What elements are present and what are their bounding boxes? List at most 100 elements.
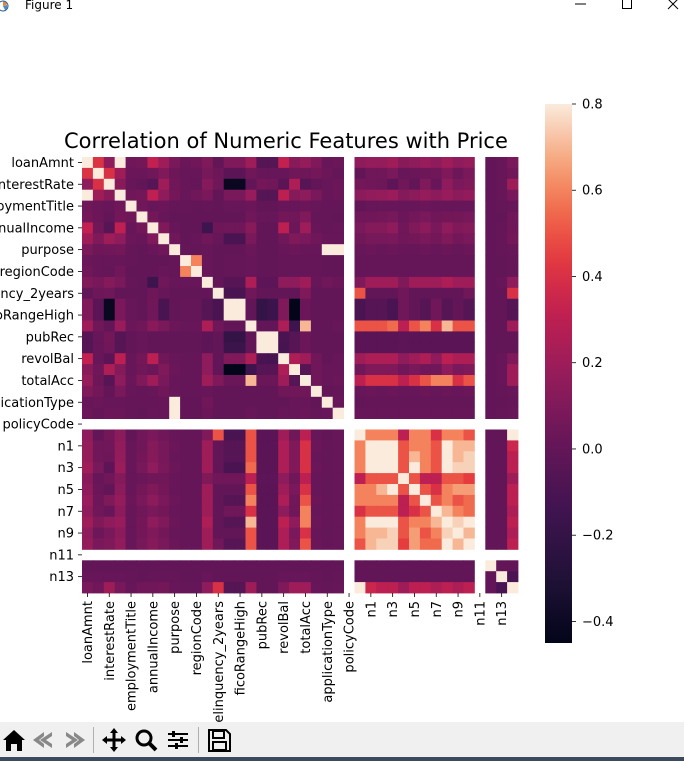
heatmap-cell: [245, 342, 257, 354]
pan-icon: [102, 728, 126, 752]
forward-icon: [66, 732, 85, 748]
heatmap-cell: [310, 451, 323, 463]
heatmap-cell: [452, 276, 464, 289]
configure-subplots-button[interactable]: [164, 725, 192, 755]
heatmap-cell: [103, 516, 116, 528]
heatmap-cell: [158, 298, 170, 310]
heatmap-cell: [332, 178, 344, 191]
y-tick-label: loanAmnt: [11, 156, 74, 171]
heatmap-cell: [125, 178, 137, 191]
heatmap-cell: [310, 364, 323, 376]
zoom-button[interactable]: [132, 725, 160, 755]
heatmap-cell: [485, 287, 497, 300]
heatmap-cell: [387, 298, 399, 310]
heatmap-cell: [191, 494, 203, 507]
heatmap-cell: [180, 222, 192, 234]
heatmap-cell: [321, 538, 334, 550]
heatmap-cell: [223, 451, 235, 463]
forward-button[interactable]: [60, 725, 88, 755]
heatmap-cell: [452, 342, 464, 354]
back-button[interactable]: [30, 725, 58, 755]
heatmap-cell: [278, 407, 290, 419]
heatmap-cell: [125, 571, 137, 583]
minimize-button[interactable]: [565, 0, 595, 14]
heatmap-cell: [387, 484, 399, 496]
heatmap-cell: [267, 407, 279, 419]
heatmap-cell: [441, 233, 453, 245]
heatmap-cell: [180, 342, 192, 354]
heatmap-cell: [365, 353, 377, 365]
heatmap-cell: [180, 560, 192, 572]
heatmap-cell: [180, 527, 192, 539]
save-button[interactable]: [205, 725, 233, 755]
heatmap-cell: [245, 222, 257, 234]
heatmap-cell: [463, 429, 475, 441]
heatmap-cell: [387, 178, 399, 191]
heatmap-cell: [365, 560, 377, 572]
heatmap-cell: [245, 200, 257, 212]
heatmap-cell: [212, 266, 225, 278]
y-tick-label: n3: [57, 461, 74, 476]
heatmap-cell: [507, 287, 519, 300]
heatmap-cell: [147, 233, 159, 245]
heatmap-cell: [256, 582, 268, 594]
window-titlebar: Figure 1: [0, 0, 684, 14]
maximize-button[interactable]: [612, 0, 642, 14]
heatmap-cell: [180, 516, 192, 528]
heatmap-cell: [180, 189, 192, 201]
heatmap-cell: [82, 309, 94, 321]
heatmap-cell: [256, 200, 268, 212]
heatmap-cell: [354, 462, 366, 474]
x-tick-label: applicationType: [321, 601, 336, 703]
heatmap-cell: [267, 189, 279, 201]
heatmap-cell: [223, 364, 235, 376]
heatmap-cell: [256, 353, 268, 365]
heatmap-cell: [136, 266, 148, 278]
heatmap-cell: [365, 298, 377, 310]
heatmap-cell: [114, 189, 126, 201]
heatmap-cell: [223, 407, 235, 419]
heatmap-cell: [267, 571, 279, 583]
heatmap-cell: [212, 429, 225, 441]
heatmap-cell: [180, 462, 192, 474]
heatmap-cell: [147, 266, 159, 278]
heatmap-cell: [376, 320, 388, 332]
heatmap-cell: [463, 440, 475, 452]
heatmap-cell: [223, 222, 235, 234]
heatmap-cell: [223, 276, 235, 289]
heatmap-cell: [92, 505, 105, 518]
heatmap-cell: [321, 189, 334, 201]
heatmap-cell: [212, 505, 225, 518]
heatmap-cell: [223, 527, 235, 539]
heatmap-cell: [496, 473, 508, 485]
heatmap-cell: [212, 385, 225, 398]
pan-button[interactable]: [100, 725, 128, 755]
heatmap-cell: [354, 582, 366, 594]
heatmap-cell: [452, 211, 464, 223]
heatmap-cell: [180, 211, 192, 223]
heatmap-cell: [289, 516, 301, 528]
heatmap-cell: [289, 276, 301, 289]
heatmap-cell: [278, 211, 290, 223]
heatmap-cell: [234, 222, 246, 234]
close-button[interactable]: [658, 0, 684, 14]
heatmap-cell: [169, 309, 181, 321]
heatmap-cell: [223, 505, 235, 518]
heatmap-cell: [92, 375, 105, 387]
heatmap-cell: [376, 396, 388, 409]
heatmap-cell: [180, 276, 192, 289]
heatmap-cell: [147, 440, 159, 452]
heatmap-cell: [409, 462, 421, 474]
heatmap-cell: [354, 494, 366, 507]
heatmap-cell: [485, 233, 497, 245]
home-button[interactable]: [0, 725, 28, 755]
heatmap-cell: [365, 189, 377, 201]
heatmap-cell: [82, 211, 94, 223]
window-title: Figure 1: [25, 0, 74, 12]
heatmap-cell: [158, 582, 170, 594]
heatmap-cell: [201, 473, 214, 485]
heatmap-cell: [191, 298, 203, 310]
heatmap-cell: [365, 527, 377, 539]
heatmap-cell: [125, 320, 137, 332]
heatmap-cell: [212, 473, 225, 485]
